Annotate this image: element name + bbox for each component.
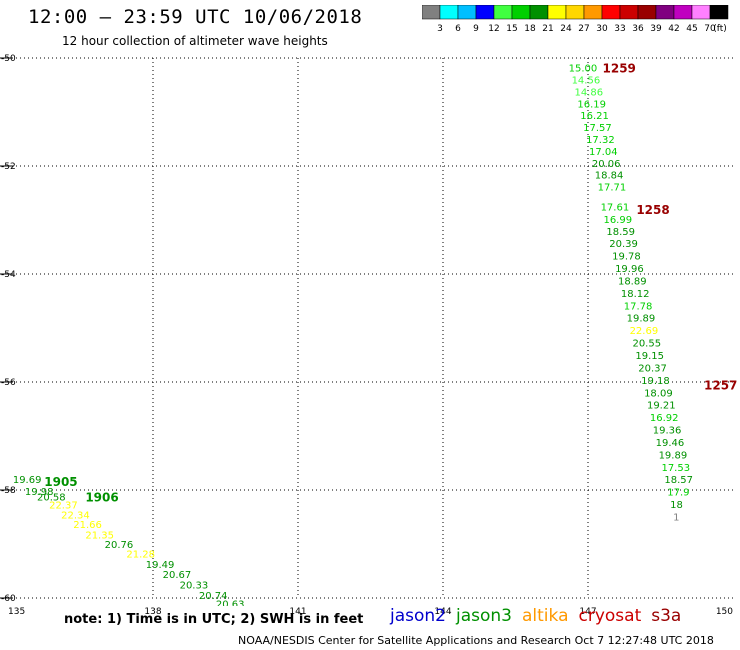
colorbar-tick-label: 24 bbox=[560, 24, 572, 34]
swh-value-label: 15.00 bbox=[569, 64, 598, 75]
pass-time-label: 1905 bbox=[44, 475, 77, 489]
colorbar-tick-label: 39 bbox=[650, 24, 662, 34]
y-tick-label: -56 bbox=[1, 378, 16, 388]
colorbar-unit: (ft) bbox=[713, 24, 727, 34]
swh-value-label: 21.66 bbox=[73, 520, 102, 531]
swh-value-label: 20.74 bbox=[199, 591, 228, 602]
swh-value-label: 17.78 bbox=[624, 301, 653, 312]
colorbar-tick-label: 3 bbox=[437, 24, 443, 34]
swh-value-label: 19.21 bbox=[647, 401, 676, 412]
swh-value-label: 19.78 bbox=[612, 252, 641, 263]
swh-value-label: 19.49 bbox=[146, 560, 175, 571]
x-tick-label: 144 bbox=[434, 607, 451, 617]
x-tick-label: 138 bbox=[144, 607, 161, 617]
satellite-jason3: jason3 bbox=[456, 606, 512, 626]
swh-value-label: 21.28 bbox=[126, 550, 155, 561]
swh-value-label: 18.12 bbox=[621, 289, 650, 300]
swh-value-label: 19.15 bbox=[635, 351, 664, 362]
colorbar-tick-label: 42 bbox=[668, 24, 679, 34]
swh-value-label: 18 bbox=[670, 500, 683, 511]
colorbar-tick-label: 9 bbox=[473, 24, 479, 34]
swh-value-label: 18.09 bbox=[644, 388, 673, 399]
swh-value-label: 21.35 bbox=[85, 530, 114, 541]
swh-value-label: 14.86 bbox=[574, 87, 603, 98]
swh-value-label: 16.92 bbox=[650, 413, 679, 424]
colorbar-tick-label: 15 bbox=[506, 24, 517, 34]
colorbar-tick-label: 12 bbox=[488, 24, 499, 34]
swh-value-label: 19.46 bbox=[656, 438, 685, 449]
swh-value-label: 20.37 bbox=[638, 363, 667, 374]
swh-value-label: 19.18 bbox=[641, 376, 670, 387]
swh-value-label: 20.63 bbox=[216, 599, 245, 610]
swh-value-label: 18.89 bbox=[618, 276, 647, 287]
swh-value-label: 20.39 bbox=[609, 239, 638, 250]
colorbar-tick-label: 30 bbox=[596, 24, 608, 34]
swh-value-label: 16.19 bbox=[577, 99, 606, 110]
swh-value-label: 14.56 bbox=[572, 76, 601, 87]
swh-value-label: 20.58 bbox=[37, 492, 66, 503]
y-tick-label: -58 bbox=[1, 486, 16, 496]
credit-line: NOAA/NESDIS Center for Satellite Applica… bbox=[238, 634, 714, 647]
x-tick-label: 147 bbox=[579, 607, 596, 617]
colorbar-tick-label: 70 bbox=[704, 24, 716, 34]
x-tick-label: 135 bbox=[8, 607, 25, 617]
y-tick-label: -60 bbox=[1, 594, 16, 604]
swh-value-label: 16.99 bbox=[603, 215, 632, 226]
chart-subtitle: 12 hour collection of altimeter wave hei… bbox=[62, 34, 328, 48]
colorbar-tick-label: 27 bbox=[578, 24, 589, 34]
x-tick-label: 141 bbox=[289, 607, 306, 617]
chart-title: 12:00 – 23:59 UTC 10/06/2018 bbox=[28, 6, 363, 28]
swh-value-label: 22.37 bbox=[49, 501, 78, 512]
y-tick-label: -54 bbox=[1, 270, 16, 280]
y-tick-label: -52 bbox=[1, 162, 16, 172]
swh-value-label: 16.21 bbox=[580, 111, 609, 122]
swh-value-label: 17.32 bbox=[586, 135, 615, 146]
colorbar-tick-label: 18 bbox=[524, 24, 536, 34]
y-tick-label: -50 bbox=[1, 54, 16, 64]
satellite-jason2: jason2 bbox=[390, 606, 446, 626]
swh-value-label: 20.55 bbox=[632, 339, 661, 350]
footnote: note: 1) Time is in UTC; 2) SWH is in fe… bbox=[64, 612, 364, 627]
swh-value-label: 22.34 bbox=[61, 510, 90, 521]
swh-value-label: 20.06 bbox=[592, 159, 621, 170]
swh-value-label: 19.96 bbox=[615, 264, 644, 275]
pass-time-label: 1258 bbox=[636, 203, 669, 217]
pass-time-label: 1259 bbox=[603, 62, 636, 76]
swh-value-label: 20.33 bbox=[180, 581, 209, 592]
satellite-s3a: s3a bbox=[651, 606, 682, 626]
swh-value-label: 17.9 bbox=[667, 488, 689, 499]
swh-value-label: 17.04 bbox=[589, 147, 618, 158]
swh-value-label: 19.89 bbox=[659, 450, 688, 461]
swh-value-label: 17.71 bbox=[598, 183, 627, 194]
satellite-altika: altika bbox=[522, 606, 569, 626]
colorbar-tick-label: 21 bbox=[542, 24, 553, 34]
color-scale-legend: 3 6 9 12 15 18 21 24 27 30 33 36 39 42 45 70(ft) bbox=[422, 5, 729, 34]
satellite-legend: jason2 jason3 altika cryosat s3a bbox=[390, 606, 691, 626]
swh-value-label: 19.36 bbox=[653, 426, 682, 437]
swh-value-label: 17.61 bbox=[601, 203, 630, 214]
swh-value-label: 17.53 bbox=[661, 463, 690, 474]
colorbar-tick-label: 6 bbox=[455, 24, 461, 34]
swh-value-label: 18.84 bbox=[595, 171, 624, 182]
swh-value-label: 20.67 bbox=[163, 570, 192, 581]
swh-value-label: 1 bbox=[673, 512, 679, 523]
swh-value-label: 19.69 bbox=[13, 475, 42, 486]
swh-value-label: 18.57 bbox=[664, 475, 693, 486]
pass-time-label: 1906 bbox=[85, 490, 118, 504]
colorbar-tick-label: 33 bbox=[614, 24, 625, 34]
swh-value-label: 19.98 bbox=[25, 487, 54, 498]
colorbar-swatch bbox=[709, 5, 729, 20]
x-tick-label: 150 bbox=[716, 607, 733, 617]
swh-value-label: 20.76 bbox=[105, 540, 134, 551]
colorbar-tick-label: 36 bbox=[632, 24, 644, 34]
swh-value-label: 17.57 bbox=[583, 123, 612, 134]
swh-value-label: 19.89 bbox=[627, 314, 656, 325]
pass-time-label: 1257 bbox=[704, 379, 737, 393]
swh-value-label: 18.59 bbox=[606, 227, 635, 238]
satellite-cryosat: cryosat bbox=[578, 606, 642, 626]
swh-value-label: 22.69 bbox=[630, 326, 659, 337]
colorbar-tick-label: 45 bbox=[686, 24, 697, 34]
